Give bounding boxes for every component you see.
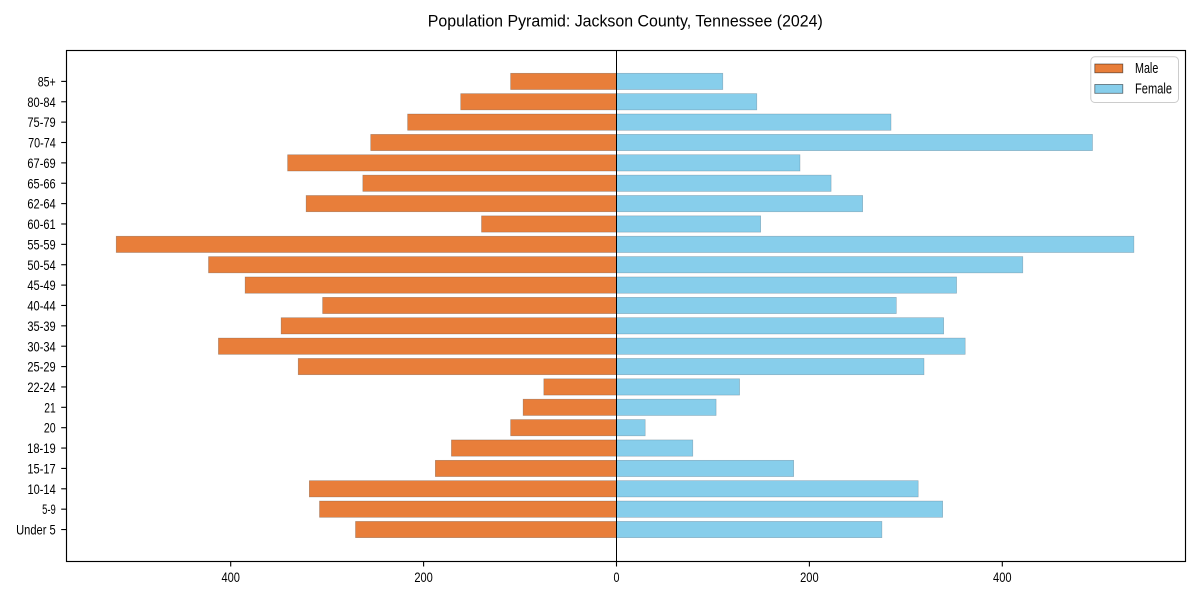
svg-text:50-54: 50-54 [27, 257, 55, 273]
svg-text:70-74: 70-74 [28, 135, 56, 151]
svg-text:62-64: 62-64 [27, 196, 55, 212]
svg-text:75-79: 75-79 [27, 114, 55, 130]
svg-text:200: 200 [800, 569, 819, 585]
svg-text:20: 20 [44, 420, 56, 436]
svg-text:400: 400 [221, 569, 240, 585]
svg-text:Population Pyramid: Jackson Co: Population Pyramid: Jackson County, Tenn… [428, 12, 823, 31]
svg-text:Male: Male [1135, 61, 1158, 77]
svg-text:400: 400 [993, 569, 1012, 585]
svg-text:Female: Female [1135, 82, 1172, 98]
svg-text:55-59: 55-59 [27, 236, 55, 252]
svg-text:45-49: 45-49 [27, 277, 55, 293]
svg-text:21: 21 [44, 399, 56, 415]
svg-text:40-44: 40-44 [27, 298, 55, 314]
svg-text:65-66: 65-66 [27, 175, 55, 191]
svg-text:18-19: 18-19 [27, 440, 56, 456]
svg-text:Under 5: Under 5 [16, 522, 56, 538]
svg-text:80-84: 80-84 [27, 94, 55, 110]
svg-text:5-9: 5-9 [42, 501, 56, 517]
svg-text:60-61: 60-61 [27, 216, 55, 232]
svg-text:22-24: 22-24 [27, 379, 55, 395]
svg-text:35-39: 35-39 [27, 318, 55, 334]
svg-text:25-29: 25-29 [27, 359, 55, 375]
svg-text:30-34: 30-34 [27, 338, 55, 354]
svg-text:10-14: 10-14 [28, 481, 56, 497]
svg-text:85+: 85+ [38, 73, 56, 89]
svg-text:67-69: 67-69 [27, 155, 55, 171]
svg-text:200: 200 [414, 569, 433, 585]
svg-text:0: 0 [614, 569, 620, 585]
svg-text:15-17: 15-17 [27, 460, 55, 476]
